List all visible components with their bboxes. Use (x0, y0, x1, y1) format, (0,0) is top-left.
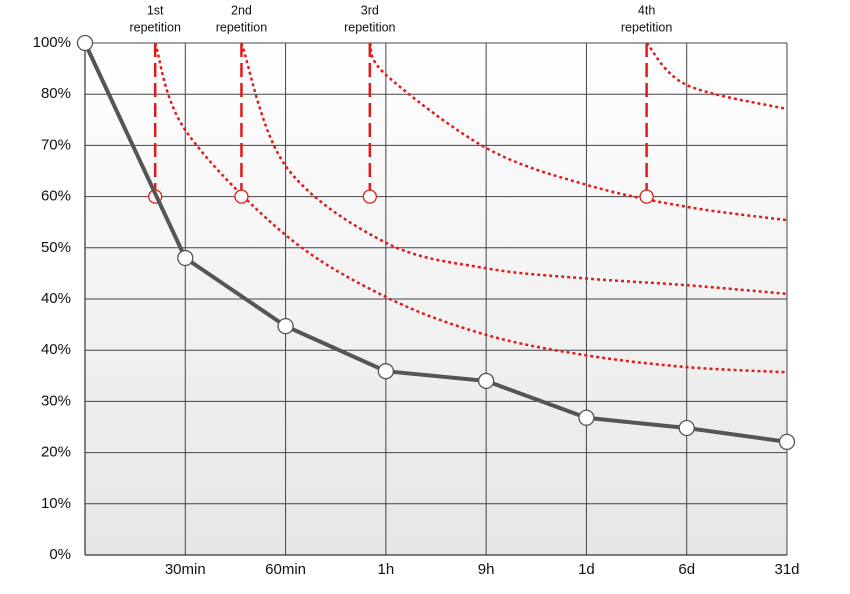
repetition-label: 1st (147, 3, 164, 17)
repetition-label: repetition (129, 20, 180, 34)
x-tick-label: 1d (578, 561, 595, 578)
repetition-label: 3rd (361, 3, 379, 17)
forgetting-curve (83, 42, 788, 444)
y-tick-label: 30% (41, 392, 71, 409)
repetition-label: 2nd (231, 3, 252, 17)
data-point (76, 34, 94, 52)
repetition-marker (639, 189, 654, 204)
y-tick-label: 80% (41, 85, 71, 102)
repetition-label: repetition (621, 20, 672, 34)
y-tick-label: 40% (41, 341, 71, 358)
retention-curve (368, 42, 788, 222)
data-point (277, 317, 294, 335)
data-point (477, 372, 495, 390)
data-point (778, 433, 796, 450)
data-point (678, 419, 695, 437)
y-tick-label: 100% (33, 34, 71, 51)
repetition-label: 4th (638, 3, 655, 17)
x-tick-label: 1h (378, 561, 395, 578)
retention-curve (240, 42, 788, 296)
x-tick-label: 6d (678, 561, 695, 578)
retention-curve (154, 42, 788, 374)
repetition-marker (234, 189, 249, 204)
x-tick-label: 9h (478, 561, 495, 578)
repetition-label: repetition (216, 20, 267, 34)
y-tick-label: 40% (41, 290, 71, 307)
data-point (578, 409, 595, 426)
repetition-marker (362, 189, 377, 204)
repetition-label: repetition (344, 20, 395, 34)
y-tick-label: 50% (41, 239, 71, 256)
y-tick-label: 20% (41, 444, 71, 461)
x-tick-label: 31d (774, 561, 799, 578)
data-point (177, 249, 194, 267)
y-tick-label: 60% (41, 188, 71, 205)
data-point (377, 363, 395, 380)
x-tick-label: 60min (265, 561, 306, 578)
y-tick-label: 70% (41, 136, 71, 153)
y-tick-label: 10% (41, 495, 71, 512)
y-tick-label: 0% (49, 546, 71, 563)
x-tick-label: 30min (165, 561, 206, 578)
retention-curve (645, 42, 788, 111)
